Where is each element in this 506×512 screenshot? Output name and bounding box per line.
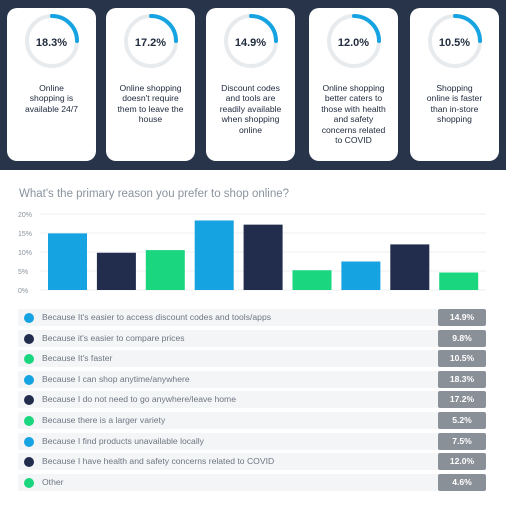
y-tick-label: 0% <box>18 288 28 295</box>
legend-row: Because I find products unavailable loca… <box>18 432 486 450</box>
stat-description: Shopping online is faster than in-store sho… <box>426 83 483 125</box>
bar <box>439 272 479 290</box>
legend-row: Because it's easier to compare prices 9.8… <box>18 329 486 347</box>
bar <box>145 250 185 290</box>
legend-value: 9.8% <box>438 329 486 347</box>
stat-description: Online shopping doesn't require them to le… <box>117 83 184 125</box>
legend-label: Because I have health and safety concern… <box>42 456 275 467</box>
legend-label: Because I can shop anytime/anywhere <box>42 373 190 384</box>
survey-panel: What's the primary reason you prefer to … <box>0 170 506 512</box>
y-tick-label: 20% <box>18 212 32 219</box>
stat-description: Online shopping better caters to those wit… <box>321 83 386 146</box>
stat-cards: 18.3% Online shopping is available 24/7 17… <box>0 0 506 170</box>
legend-row: Because I do not need to go anywhere/lea… <box>18 391 486 409</box>
bar <box>390 244 430 290</box>
stat-description: Online shopping is available 24/7 <box>24 83 79 114</box>
legend-row: Because I can shop anytime/anywhere 18.3% <box>18 370 486 388</box>
legend-label: Because It's easier to access discount c… <box>42 312 272 322</box>
legend-value: 18.3% <box>438 370 486 388</box>
stat-value: 10.5% <box>438 37 471 49</box>
progress-ring <box>428 14 482 68</box>
legend-row: Because I have health and safety concern… <box>18 453 486 471</box>
y-tick-label: 10% <box>18 250 32 257</box>
stat-card: 10.5% Shopping online is faster than in-st… <box>410 8 499 161</box>
progress-ring <box>124 14 178 68</box>
legend-row: Because there is a larger variety 5.2% <box>18 412 486 429</box>
legend-value: 4.6% <box>438 473 486 491</box>
stat-card: 17.2% Online shopping doesn't require them… <box>106 8 195 161</box>
legend-value: 5.2% <box>438 412 486 429</box>
y-tick-label: 5% <box>18 269 28 276</box>
legend-dot <box>24 416 34 426</box>
legend-dot <box>24 313 34 323</box>
bar <box>341 261 381 290</box>
stat-card: 18.3% Online shopping is available 24/7 <box>7 8 96 161</box>
legend-value: 14.9% <box>438 309 486 326</box>
bar <box>194 220 234 290</box>
legend-dot <box>24 374 34 385</box>
legend-label: Because I find products unavailable loca… <box>42 435 204 446</box>
legend-value: 17.2% <box>438 391 486 409</box>
legend-row: Because It's faster 10.5% <box>18 350 486 368</box>
progress-ring <box>327 14 381 68</box>
legend-value: 7.5% <box>438 432 486 450</box>
legend-value: 12.0% <box>438 453 486 471</box>
y-tick-label: 15% <box>18 231 32 238</box>
legend-value: 10.5% <box>438 350 486 368</box>
stat-card: 12.0% Online shopping better caters to tho… <box>309 8 398 161</box>
bar <box>292 270 332 290</box>
progress-ring <box>25 14 79 68</box>
legend-label: Because It's faster <box>42 353 113 364</box>
stat-card: 14.9% Discount codes and tools are readily… <box>206 8 295 161</box>
legend-row: Because It's easier to access discount c… <box>18 309 486 326</box>
legend-label: Because there is a larger variety <box>42 415 166 425</box>
legend-label: Because I do not need to go anywhere/lea… <box>42 394 236 405</box>
legend-dot <box>24 395 34 406</box>
bar <box>243 224 283 290</box>
bar-chart: 0% 5% 10% 15% 20% <box>18 212 486 295</box>
stat-value: 14.9% <box>234 37 267 49</box>
bar <box>96 252 136 290</box>
legend-dot <box>24 354 34 365</box>
legend-dot <box>24 477 34 488</box>
stat-value: 18.3% <box>35 37 68 49</box>
legend-row: Other 4.6% <box>18 473 486 491</box>
chart-title: What's the primary reason you prefer to … <box>19 188 290 200</box>
legend-label: Other <box>42 476 64 487</box>
stat-value: 17.2% <box>134 37 167 49</box>
legend-dot <box>24 333 34 344</box>
legend-label: Because it's easier to compare prices <box>42 332 185 343</box>
legend-dot <box>24 457 34 468</box>
legend-dot <box>24 436 34 447</box>
stat-value: 12.0% <box>337 37 370 49</box>
stat-description: Discount codes and tools are readily avail… <box>219 83 282 135</box>
progress-ring <box>224 14 278 68</box>
bar <box>48 233 87 290</box>
